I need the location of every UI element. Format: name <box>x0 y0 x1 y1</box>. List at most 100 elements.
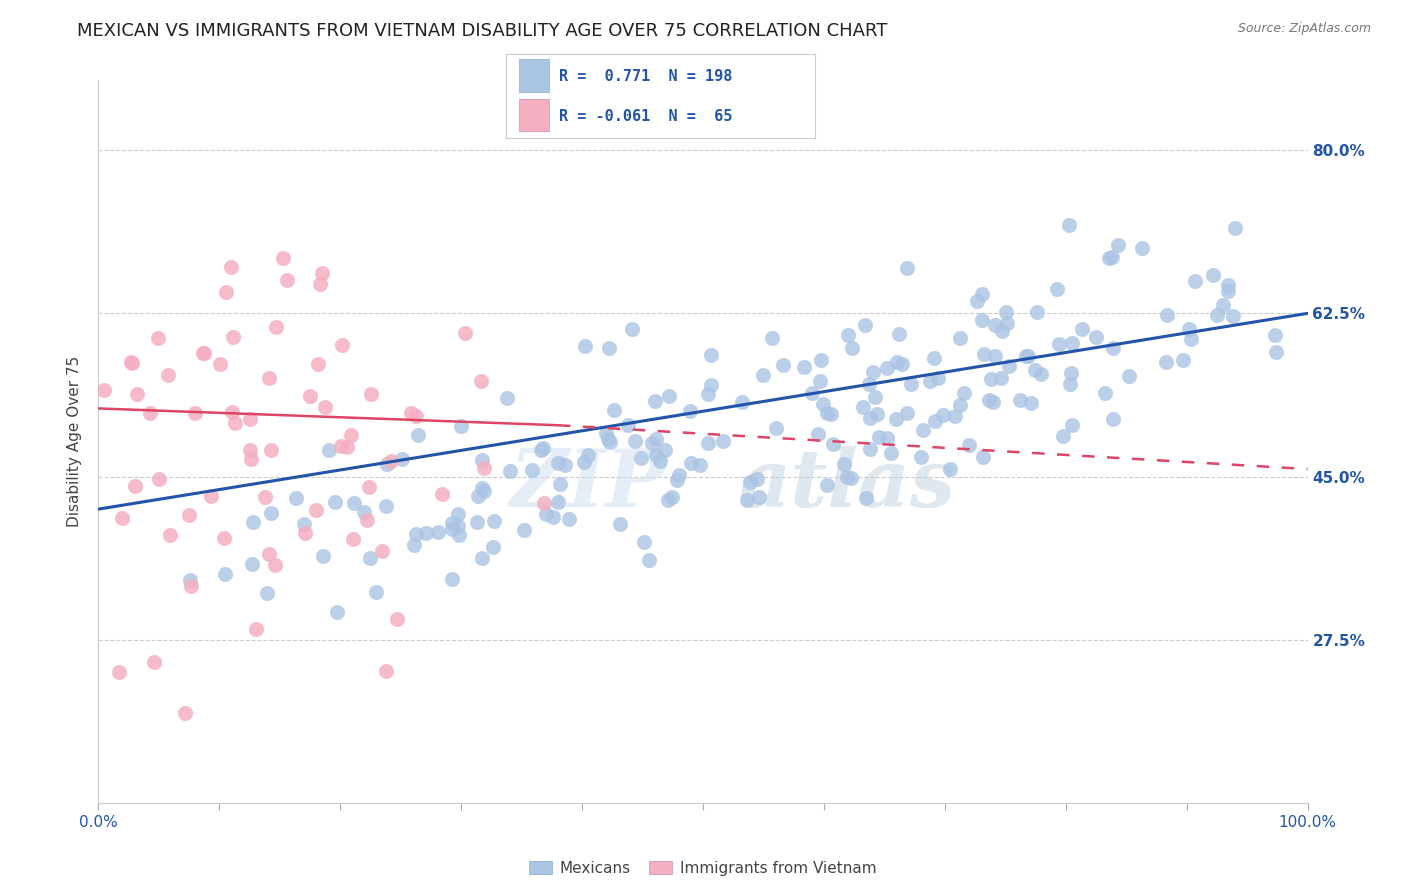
Point <box>1060 366 1083 380</box>
Text: atlas: atlas <box>740 446 956 524</box>
Point <box>330 440 353 454</box>
Point <box>432 487 454 501</box>
Point <box>239 443 262 458</box>
Point <box>450 419 472 434</box>
Point <box>984 318 1007 332</box>
Point <box>839 471 862 485</box>
Point <box>120 355 142 369</box>
Point <box>1019 396 1042 410</box>
Point <box>307 357 329 371</box>
Point <box>972 313 994 327</box>
Point <box>353 505 375 519</box>
Point <box>1132 241 1154 255</box>
Point <box>876 431 898 445</box>
Point <box>596 432 619 446</box>
Bar <box>519 99 550 131</box>
Point <box>330 338 353 352</box>
Point <box>837 328 859 343</box>
Point <box>973 347 995 361</box>
Point <box>700 377 723 392</box>
Point <box>184 406 207 420</box>
Point <box>299 389 322 403</box>
Point <box>449 528 471 542</box>
Text: Source: ZipAtlas.com: Source: ZipAtlas.com <box>1237 22 1371 36</box>
Point <box>859 442 882 456</box>
Point <box>633 535 655 549</box>
Point <box>533 496 555 510</box>
Point <box>621 322 644 336</box>
Point <box>380 454 402 468</box>
Point <box>738 475 761 489</box>
Point <box>574 338 596 352</box>
Point <box>339 428 361 442</box>
Point <box>530 442 553 457</box>
Point <box>862 365 884 379</box>
Point <box>547 456 569 470</box>
Point <box>200 489 222 503</box>
Point <box>447 519 470 533</box>
Point <box>547 494 569 508</box>
Point <box>666 473 689 487</box>
Point <box>311 549 333 563</box>
Point <box>911 423 934 437</box>
Point <box>159 528 181 542</box>
Point <box>1046 282 1069 296</box>
Point <box>254 490 277 504</box>
Point <box>520 463 543 477</box>
Point <box>972 286 994 301</box>
Point <box>214 285 236 299</box>
Point <box>853 318 876 333</box>
Point <box>441 572 464 586</box>
Point <box>599 434 621 449</box>
Point <box>214 567 236 582</box>
Point <box>314 400 336 414</box>
Point <box>731 394 754 409</box>
Point <box>1212 298 1234 312</box>
Point <box>124 479 146 493</box>
Point <box>471 453 494 467</box>
Point <box>371 544 394 558</box>
Point <box>886 355 908 369</box>
Point <box>239 452 262 467</box>
Point <box>697 435 720 450</box>
Point <box>641 436 664 450</box>
Point <box>658 389 681 403</box>
Point <box>1017 349 1039 363</box>
Point <box>884 412 907 426</box>
Point <box>1059 377 1081 392</box>
Point <box>531 441 554 455</box>
Point <box>815 406 838 420</box>
Point <box>990 324 1012 338</box>
Point <box>193 346 215 360</box>
Point <box>765 421 787 435</box>
Legend: Mexicans, Immigrants from Vietnam: Mexicans, Immigrants from Vietnam <box>523 855 883 882</box>
Point <box>821 436 844 450</box>
Point <box>1218 284 1240 298</box>
Point <box>1098 251 1121 265</box>
Point <box>256 586 278 600</box>
Bar <box>519 60 550 92</box>
Point <box>1071 321 1094 335</box>
Point <box>835 470 858 484</box>
Point <box>179 573 201 587</box>
Point <box>648 454 671 468</box>
Point <box>865 390 887 404</box>
Point <box>1052 428 1074 442</box>
Point <box>375 457 398 471</box>
Point <box>356 512 378 526</box>
Point <box>896 406 918 420</box>
Text: MEXICAN VS IMMIGRANTS FROM VIETNAM DISABILITY AGE OVER 75 CORRELATION CHART: MEXICAN VS IMMIGRANTS FROM VIETNAM DISAB… <box>77 22 887 40</box>
Point <box>980 372 1002 386</box>
Point <box>472 484 495 499</box>
Point <box>959 438 981 452</box>
Point <box>271 252 294 266</box>
Point <box>499 464 522 478</box>
Point <box>1029 367 1052 381</box>
Point <box>125 387 148 401</box>
Point <box>548 477 571 491</box>
Point <box>471 550 494 565</box>
Point <box>910 450 932 464</box>
Point <box>918 374 941 388</box>
Point <box>1178 321 1201 335</box>
Point <box>859 410 882 425</box>
